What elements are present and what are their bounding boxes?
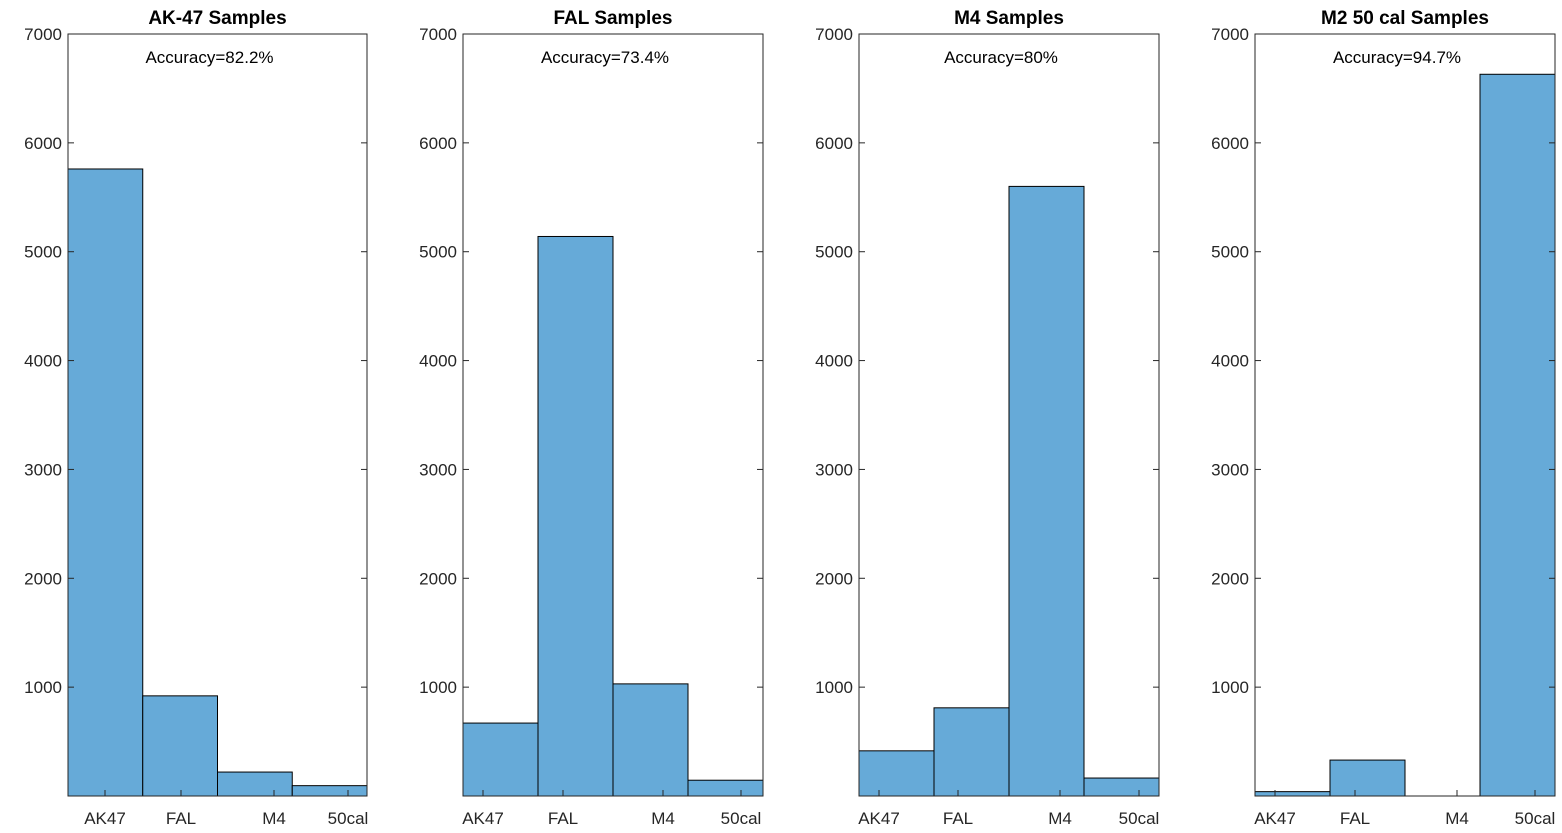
x-tick-label-m4: M4 <box>262 809 286 828</box>
bar-ak47 <box>858 750 935 797</box>
y-tick-label: 1000 <box>24 678 62 697</box>
x-tick-label-fal: FAL <box>943 809 973 828</box>
y-tick-label: 7000 <box>1211 25 1249 44</box>
bar-50cal <box>1083 777 1160 797</box>
bar-fal <box>933 707 1010 797</box>
y-tick-label: 4000 <box>1211 352 1249 371</box>
bar-m4 <box>217 771 293 797</box>
bar-ak47 <box>67 168 144 797</box>
y-tick-label: 5000 <box>419 243 457 262</box>
chart-panel-4: 1000 2000 3000 4000 5000 6000 7000 AK47 FAL M4 50c… <box>1211 8 1556 828</box>
accuracy-annotation: Accuracy=73.4% <box>541 48 669 67</box>
bar-m4 <box>612 683 689 797</box>
y-tick-label: 2000 <box>419 569 457 588</box>
y-tick-label: 3000 <box>24 460 62 479</box>
y-tick-label: 5000 <box>24 243 62 262</box>
accuracy-annotation: Accuracy=82.2% <box>145 48 273 67</box>
x-tick-label-ak47: AK47 <box>462 809 504 828</box>
y-tick-label: 1000 <box>419 678 457 697</box>
bar-50cal <box>291 785 368 797</box>
y-tick-label: 2000 <box>1211 569 1249 588</box>
y-tick-label: 1000 <box>815 678 853 697</box>
x-tick-label-ak47: AK47 <box>84 809 126 828</box>
chart-panel-1: 1000 2000 3000 4000 5000 6000 7000 AK47 FAL M4 50c… <box>24 8 368 828</box>
accuracy-annotation: Accuracy=80% <box>944 48 1058 67</box>
y-tick-label: 6000 <box>24 134 62 153</box>
bar-fal <box>1329 759 1406 797</box>
y-tick-label: 4000 <box>419 352 457 371</box>
axes-box <box>1254 33 1556 797</box>
bar-fal <box>142 695 218 797</box>
y-tick-label: 3000 <box>419 460 457 479</box>
y-tick-label: 4000 <box>24 352 62 371</box>
y-tick-label: 3000 <box>1211 460 1249 479</box>
x-tick-label-50cal: 50cal <box>328 809 369 828</box>
y-tick-label: 7000 <box>419 25 457 44</box>
bar-ak47 <box>1254 791 1331 797</box>
y-tick-label: 7000 <box>815 25 853 44</box>
chart-panel-3: 1000 2000 3000 4000 5000 6000 7000 AK47 FAL M4 50c… <box>815 8 1160 828</box>
x-tick-label-m4: M4 <box>1445 809 1469 828</box>
chart-title: M2 50 cal Samples <box>1321 8 1489 29</box>
y-tick-label: 4000 <box>815 352 853 371</box>
chart-title: M4 Samples <box>954 8 1064 29</box>
bar-ak47 <box>462 722 539 797</box>
x-tick-label-50cal: 50cal <box>1119 809 1160 828</box>
accuracy-annotation: Accuracy=94.7% <box>1333 48 1461 67</box>
chart-title: FAL Samples <box>554 8 673 29</box>
x-tick-label-m4: M4 <box>1048 809 1072 828</box>
bar-50cal <box>687 779 764 797</box>
y-tick-label: 6000 <box>815 134 853 153</box>
x-tick-label-m4: M4 <box>651 809 675 828</box>
y-tick-label: 5000 <box>815 243 853 262</box>
chart-title: AK-47 Samples <box>148 8 286 29</box>
y-tick-label: 7000 <box>24 25 62 44</box>
bar-m4 <box>1008 185 1085 797</box>
y-tick-label: 3000 <box>815 460 853 479</box>
x-tick-label-fal: FAL <box>166 809 196 828</box>
y-tick-label: 2000 <box>24 569 62 588</box>
x-tick-label-fal: FAL <box>1340 809 1370 828</box>
chart-panel-2: 1000 2000 3000 4000 5000 6000 7000 AK47 FAL M4 50c… <box>419 8 764 828</box>
y-tick-label: 1000 <box>1211 678 1249 697</box>
bar-fal <box>537 235 614 797</box>
bar-50cal <box>1479 73 1556 797</box>
y-tick-label: 2000 <box>815 569 853 588</box>
axes-box <box>462 33 764 797</box>
axes-box <box>858 33 1160 797</box>
x-tick-label-ak47: AK47 <box>1254 809 1296 828</box>
x-tick-label-ak47: AK47 <box>858 809 900 828</box>
y-tick-label: 5000 <box>1211 243 1249 262</box>
axes-box <box>67 33 368 797</box>
x-tick-label-fal: FAL <box>548 809 578 828</box>
y-tick-label: 6000 <box>1211 134 1249 153</box>
x-tick-label-50cal: 50cal <box>721 809 762 828</box>
y-tick-label: 6000 <box>419 134 457 153</box>
x-tick-label-50cal: 50cal <box>1515 809 1556 828</box>
